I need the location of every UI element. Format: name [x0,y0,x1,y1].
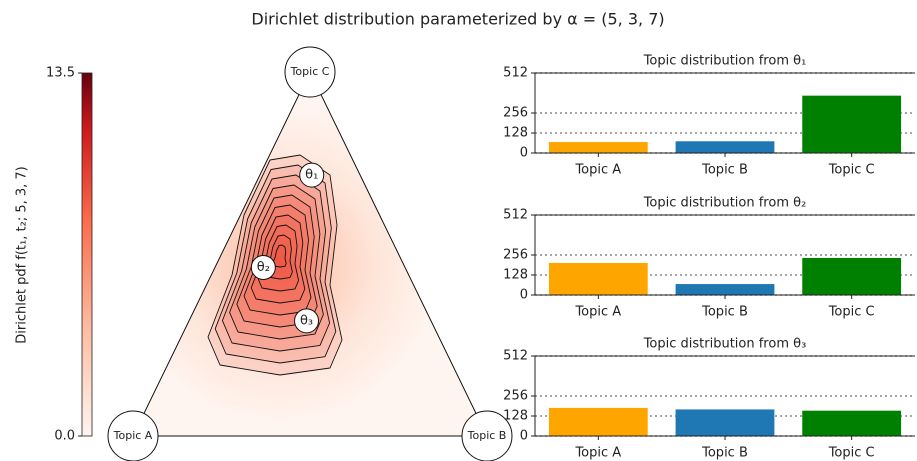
simplex [132,70,488,437]
bar [675,284,775,295]
theta-point [299,162,325,188]
vertex-label: Topic A [113,429,153,442]
bar [802,95,902,153]
x-tick-label: Topic A [574,305,621,320]
colorbar-label: Dirichlet pdf f(t₁, t₂; 5, 3, 7) [15,166,30,343]
bar [548,142,648,153]
x-tick-label: Topic C [828,163,875,178]
bar [548,262,648,295]
figure-title: Dirichlet distribution parameterized by … [251,10,664,29]
contour [236,194,318,328]
colorbar-tick-label: 13.5 [46,66,75,81]
chart-title: Topic distribution from θ₁ [643,54,807,69]
x-tick-label: Topic A [574,163,621,178]
y-tick-label: 256 [503,389,528,404]
vertex-circle [107,410,159,461]
vertex-label: Topic C [290,65,330,78]
y-tick-label: 0 [520,288,528,303]
vertex-circle [284,46,336,98]
y-tick-label: 0 [520,146,528,161]
x-tick-label: Topic B [701,305,748,320]
bar [675,141,775,153]
y-tick-label: 256 [503,248,528,263]
contour [272,244,287,268]
y-tick-label: 512 [503,66,528,81]
bar [548,407,648,436]
x-tick-label: Topic A [574,446,621,461]
bar [802,257,902,295]
contour [250,214,306,304]
theta-label: θ₂ [257,260,270,275]
theta-point [250,255,276,281]
y-tick-label: 128 [503,126,528,141]
vertex-label: Topic B [467,429,507,442]
theta-point [294,308,320,334]
chart-title: Topic distribution from θ₃ [643,337,807,352]
y-tick-label: 256 [503,106,528,121]
y-tick-label: 128 [503,268,528,283]
bar [675,409,775,436]
chart-title: Topic distribution from θ₂ [643,196,807,211]
colorbar [81,72,93,437]
x-tick-label: Topic C [828,446,875,461]
contour [243,204,312,316]
x-tick-label: Topic B [701,446,748,461]
bar [802,410,902,436]
y-tick-label: 512 [503,349,528,364]
y-tick-label: 128 [503,409,528,424]
vertex-circle [461,410,513,461]
y-tick-label: 512 [503,208,528,223]
x-tick-label: Topic B [701,163,748,178]
x-tick-label: Topic C [828,305,875,320]
theta-label: θ₃ [300,313,313,328]
y-tick-label: 0 [520,429,528,444]
colorbar-tick-label: 0.0 [54,429,75,444]
theta-label: θ₁ [305,168,318,183]
